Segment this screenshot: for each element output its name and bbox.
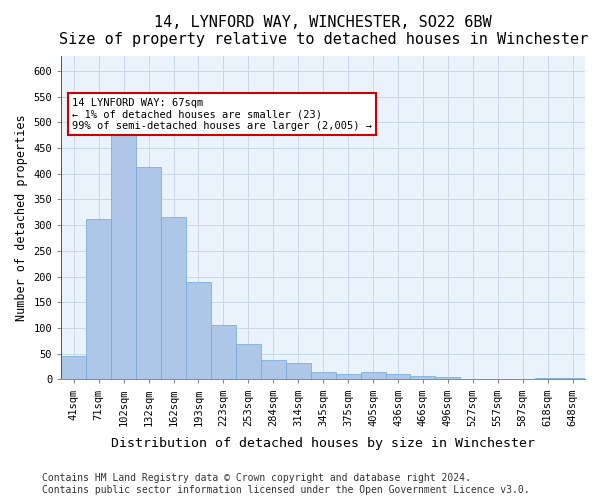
Bar: [535, 378, 560, 380]
Bar: [436, 378, 460, 380]
Text: 14 LYNFORD WAY: 67sqm
← 1% of detached houses are smaller (23)
99% of semi-detac: 14 LYNFORD WAY: 67sqm ← 1% of detached h…: [72, 98, 372, 131]
Bar: [136, 167, 161, 380]
Bar: [386, 374, 410, 380]
Bar: [236, 344, 261, 380]
Bar: [61, 356, 86, 380]
Bar: [361, 372, 386, 380]
Bar: [211, 326, 236, 380]
Bar: [410, 376, 436, 380]
X-axis label: Distribution of detached houses by size in Winchester: Distribution of detached houses by size …: [111, 437, 535, 450]
Bar: [560, 378, 585, 380]
Bar: [186, 282, 211, 380]
Bar: [261, 360, 286, 380]
Bar: [86, 219, 111, 380]
Text: Contains HM Land Registry data © Crown copyright and database right 2024.
Contai: Contains HM Land Registry data © Crown c…: [42, 474, 530, 495]
Y-axis label: Number of detached properties: Number of detached properties: [15, 114, 28, 320]
Bar: [286, 364, 311, 380]
Bar: [311, 372, 335, 380]
Bar: [335, 374, 361, 380]
Bar: [161, 218, 186, 380]
Title: 14, LYNFORD WAY, WINCHESTER, SO22 6BW
Size of property relative to detached hous: 14, LYNFORD WAY, WINCHESTER, SO22 6BW Si…: [59, 15, 588, 48]
Bar: [460, 379, 485, 380]
Bar: [111, 131, 136, 380]
